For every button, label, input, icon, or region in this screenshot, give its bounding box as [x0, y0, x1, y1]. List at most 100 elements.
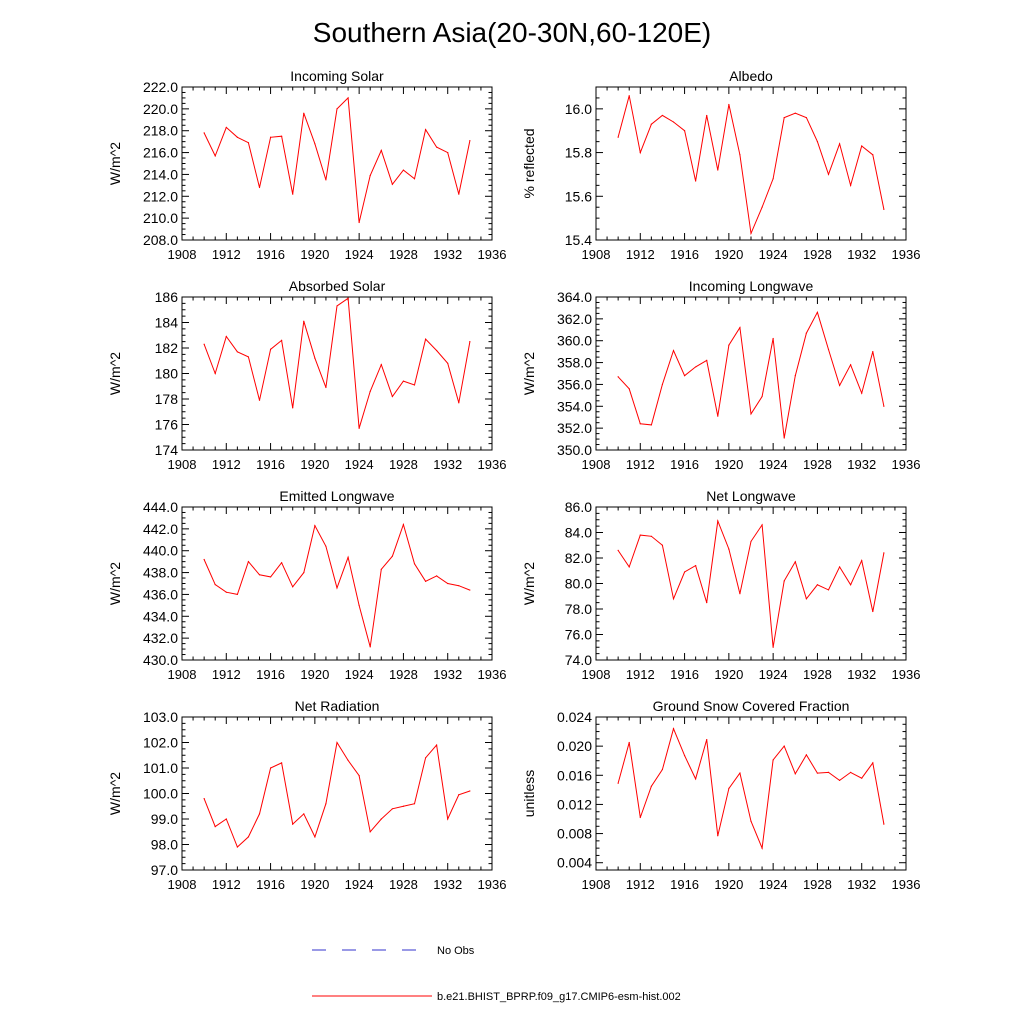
- y-tick-label: 86.0: [565, 499, 592, 515]
- x-tick-label: 1908: [168, 247, 197, 262]
- data-point: [436, 744, 438, 746]
- data-point: [247, 836, 250, 838]
- y-tick-label: 442.0: [143, 521, 178, 537]
- y-tick-label: 15.8: [565, 145, 592, 161]
- data-point: [728, 787, 730, 790]
- data-point: [816, 141, 819, 143]
- x-tick-label: 1936: [892, 667, 921, 682]
- data-point: [628, 95, 630, 97]
- x-tick-label: 1920: [714, 877, 743, 892]
- data-point: [402, 380, 405, 382]
- data-point: [805, 598, 807, 600]
- y-tick-label: 0.004: [557, 855, 592, 871]
- x-tick-label: 1936: [478, 877, 507, 892]
- series-line-net-radiation: [203, 741, 471, 848]
- x-tick-label: 1912: [212, 457, 241, 472]
- data-point: [838, 779, 841, 781]
- data-point: [447, 582, 449, 585]
- data-point: [358, 221, 360, 224]
- y-tick-label: 102.0: [143, 735, 178, 751]
- data-point: [225, 591, 227, 593]
- data-point: [458, 193, 460, 195]
- x-tick-label: 1924: [759, 667, 788, 682]
- y-tick-label: 84.0: [565, 525, 592, 541]
- data-point: [458, 402, 460, 404]
- data-point: [650, 535, 652, 537]
- plot-frame: [595, 716, 907, 871]
- data-point: [380, 363, 382, 366]
- data-point: [292, 193, 294, 195]
- panel-emitted-longwave: Emitted Longwave W/m^2 1908 1912 1916 1920 192…: [107, 488, 506, 682]
- data-point: [827, 589, 830, 591]
- y-tick-label: 186: [155, 289, 179, 305]
- y-tick-label: 208.0: [143, 232, 178, 248]
- data-point: [380, 568, 382, 570]
- data-point: [695, 565, 697, 567]
- x-tick-label: 1932: [433, 247, 462, 262]
- data-point: [850, 771, 852, 773]
- x-tick-label: 1916: [670, 667, 699, 682]
- plot-frame: [595, 86, 907, 241]
- x-tick-label: 1908: [168, 457, 197, 472]
- panel-absorbed-solar: Absorbed Solar W/m^2 1908 1912 1916 1920 1924 1…: [107, 278, 506, 472]
- x-tick-label: 1932: [433, 877, 462, 892]
- y-tick-label: 15.6: [565, 188, 592, 204]
- data-point: [258, 574, 261, 576]
- data-point: [281, 562, 283, 564]
- y-axis-label: W/m^2: [521, 562, 537, 605]
- data-point: [269, 348, 272, 350]
- data-point: [772, 337, 774, 340]
- x-tick-label: 1928: [803, 667, 832, 682]
- x-tick-label: 1908: [582, 457, 611, 472]
- plot-frame: [181, 506, 493, 661]
- data-point: [336, 305, 338, 307]
- y-tick-label: 216.0: [143, 145, 178, 161]
- data-point: [269, 767, 272, 769]
- y-tick-label: 174: [155, 442, 179, 458]
- x-tick-label: 1936: [892, 247, 921, 262]
- data-point: [258, 399, 261, 401]
- series-line-ground-snow-covered-fraction: [617, 727, 885, 851]
- data-point: [661, 544, 664, 546]
- x-tick-label: 1936: [478, 667, 507, 682]
- data-point: [214, 583, 216, 586]
- data-point: [413, 563, 416, 565]
- data-point: [850, 364, 852, 366]
- y-tick-label: 100.0: [143, 786, 178, 802]
- y-axis-label: % reflected: [521, 128, 537, 198]
- y-tick-label: 214.0: [143, 166, 178, 182]
- data-point: [325, 545, 327, 547]
- data-point: [739, 772, 741, 774]
- panel-title: Net Radiation: [295, 698, 380, 714]
- data-point: [672, 121, 675, 123]
- data-point: [258, 186, 261, 189]
- y-tick-label: 358.0: [557, 355, 592, 371]
- panel-grid: Incoming Solar W/m^2 1908 1912 1916 1920 1924 1…: [107, 68, 920, 892]
- x-tick-label: 1912: [626, 877, 655, 892]
- data-point: [347, 297, 349, 299]
- data-point: [369, 390, 371, 392]
- data-point: [325, 386, 327, 389]
- y-tick-label: 176: [155, 417, 179, 433]
- data-point: [628, 388, 630, 390]
- x-tick-label: 1932: [847, 877, 876, 892]
- x-tick-label: 1908: [582, 667, 611, 682]
- y-tick-label: 82.0: [565, 550, 592, 566]
- data-point: [203, 558, 205, 561]
- data-point: [695, 778, 697, 780]
- data-point: [639, 816, 641, 819]
- data-point: [617, 549, 619, 551]
- y-tick-label: 180: [155, 366, 179, 382]
- data-point: [861, 559, 863, 562]
- data-point: [303, 320, 305, 322]
- y-tick-label: 103.0: [143, 709, 178, 725]
- panel-net-radiation: Net Radiation W/m^2 1908 1912 1916 1920 1924 19…: [107, 698, 506, 892]
- x-tick-label: 1928: [389, 457, 418, 472]
- data-point: [358, 775, 360, 777]
- data-point: [661, 383, 664, 386]
- data-point: [827, 173, 830, 176]
- x-tick-label: 1928: [803, 877, 832, 892]
- data-point: [447, 362, 449, 364]
- panel-title: Net Longwave: [706, 488, 796, 504]
- data-point: [303, 112, 305, 114]
